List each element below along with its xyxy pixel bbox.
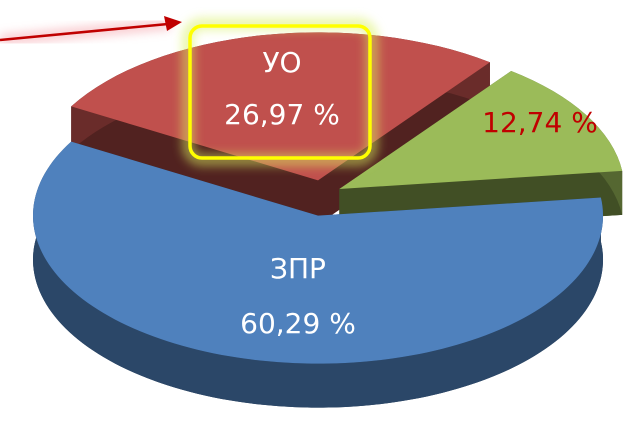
slice bbox=[71, 32, 490, 225]
slice-top bbox=[33, 141, 604, 364]
value-label: 12,74 % bbox=[482, 106, 598, 139]
highlight-glow bbox=[182, 18, 378, 166]
highlight-box bbox=[188, 24, 372, 160]
pie bbox=[33, 32, 623, 408]
pointer-arrow bbox=[0, 16, 182, 45]
value-label: 26,97 % bbox=[224, 98, 340, 131]
slice-top bbox=[339, 70, 623, 190]
value-label: 60,29 % bbox=[240, 307, 356, 340]
category-label: ЗПР bbox=[270, 252, 326, 285]
labels: УО 26,97 % 12,74 % ЗПР 60,29 % bbox=[224, 46, 598, 340]
arrow-head bbox=[164, 16, 182, 31]
slice-top bbox=[71, 32, 490, 181]
slice-wall bbox=[71, 106, 319, 225]
highlight bbox=[182, 18, 378, 166]
category-label: УО bbox=[262, 46, 301, 79]
arrow-line bbox=[0, 22, 169, 42]
slice bbox=[33, 141, 604, 408]
